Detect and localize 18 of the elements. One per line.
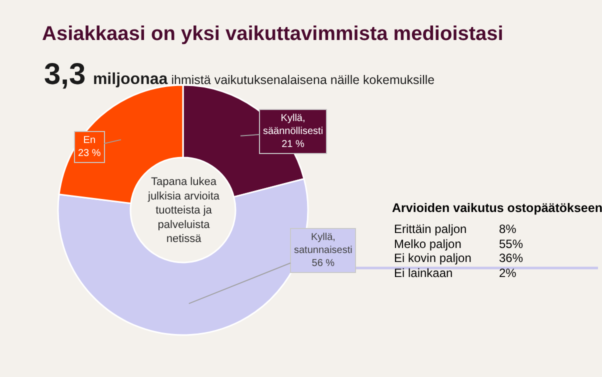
text: 2%	[499, 266, 517, 280]
slice-label: Kyllä, säännöllisesti	[263, 113, 324, 137]
text: Melko paljon	[394, 237, 462, 251]
text: 8%	[499, 222, 517, 236]
text: Ei lainkaan	[394, 266, 453, 280]
text: 36%	[499, 251, 524, 265]
text: 55%	[499, 237, 524, 251]
text: Erittäin paljon	[394, 222, 467, 236]
data-label: 56 %	[312, 258, 335, 269]
slice-label: Kyllä, satunnaisesti	[294, 232, 352, 256]
data-label: 23 %	[78, 148, 101, 159]
data-label: 21 %	[282, 139, 305, 150]
text: Arvioiden vaikutus ostopäätökseen	[392, 201, 602, 215]
text: Ei kovin paljon	[394, 251, 472, 265]
chart-title: Asiakkaasi on yksi vaikuttavimmista medioistasi	[42, 23, 504, 45]
slice-label: En	[83, 135, 96, 146]
chart-subtitle: 3,3 miljoonaa ihmistä vaikutuksenalaisena näille kokemuksille	[44, 58, 435, 91]
text: Tapana lukea julkisia arvioita tuotteista ja palveluista netissä	[147, 176, 220, 246]
